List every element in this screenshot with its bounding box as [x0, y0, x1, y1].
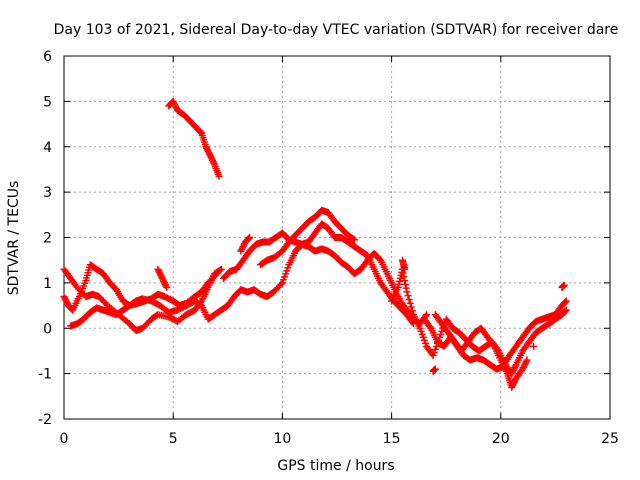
data-point: [522, 358, 530, 366]
data-point: [562, 298, 570, 306]
data-point: [163, 283, 171, 291]
data-point: [350, 236, 358, 244]
data-points: [60, 97, 570, 391]
x-axis-label: GPS time / hours: [277, 458, 394, 474]
x-tick-label: 25: [601, 431, 619, 447]
y-tick-label: 3: [43, 185, 52, 201]
data-point: [401, 265, 409, 273]
data-point: [349, 235, 357, 243]
y-tick-label: 5: [43, 94, 52, 110]
data-point: [244, 235, 252, 243]
data-point: [561, 299, 569, 307]
data-point: [210, 159, 218, 167]
axis-ticks: 0 5 10 15 20 25 -2 -1 0 1 2 3 4 5 6: [38, 49, 619, 447]
y-tick-label: 1: [43, 276, 52, 292]
y-tick-label: 6: [43, 49, 52, 65]
data-point: [196, 128, 204, 136]
data-point: [406, 299, 414, 307]
data-point: [429, 367, 437, 375]
y-tick-label: 2: [43, 231, 52, 247]
y-axis-label: SDTVAR / TECUs: [6, 181, 22, 296]
x-tick-label: 15: [383, 431, 401, 447]
data-point: [277, 280, 285, 288]
data-point: [216, 266, 224, 274]
data-point: [423, 311, 431, 319]
data-point: [511, 362, 519, 370]
data-point: [401, 277, 409, 285]
x-tick-label: 5: [169, 431, 178, 447]
x-tick-label: 0: [60, 431, 69, 447]
data-point: [560, 281, 568, 289]
data-point: [404, 292, 412, 300]
data-point: [562, 307, 570, 315]
data-point: [562, 297, 570, 305]
data-point: [426, 323, 434, 331]
data-point: [407, 303, 415, 311]
data-point: [245, 234, 253, 242]
data-point: [523, 356, 531, 364]
data-point: [213, 270, 221, 278]
y-tick-label: 0: [43, 321, 52, 337]
data-point: [405, 296, 413, 304]
y-tick-label: 4: [43, 140, 52, 156]
data-point: [400, 273, 408, 281]
data-point: [403, 288, 411, 296]
data-point: [399, 269, 407, 277]
data-point: [401, 280, 409, 288]
data-point: [530, 342, 538, 350]
data-point: [211, 271, 219, 279]
chart-title: Day 103 of 2021, Sidereal Day-to-day VTE…: [54, 22, 619, 38]
data-point: [561, 308, 569, 316]
y-tick-label: -2: [38, 412, 52, 428]
x-tick-label: 20: [492, 431, 510, 447]
data-point: [408, 307, 416, 315]
data-point: [402, 284, 410, 292]
data-point: [215, 172, 223, 180]
data-point: [562, 306, 570, 314]
data-point: [217, 265, 225, 273]
data-point: [489, 341, 497, 349]
y-tick-label: -1: [38, 367, 52, 383]
data-point: [162, 282, 170, 290]
x-tick-label: 10: [273, 431, 291, 447]
data-point: [246, 234, 254, 241]
